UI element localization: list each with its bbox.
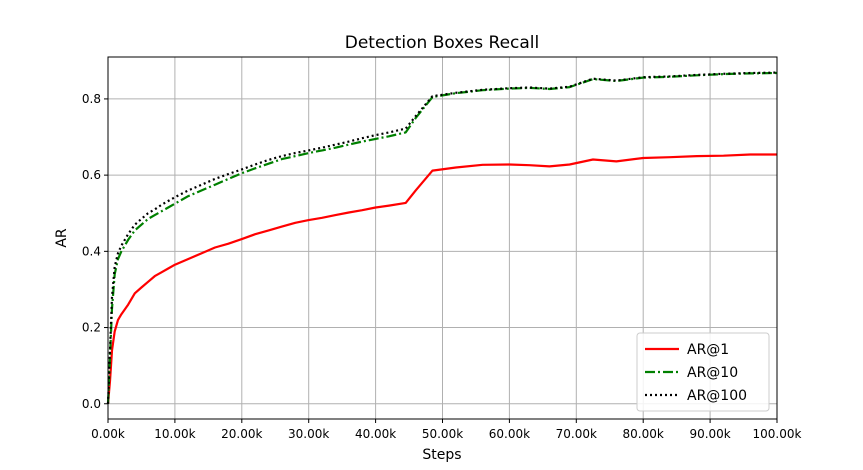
- x-tick-label: 0.00k: [91, 427, 125, 441]
- series-line-ar10: [106, 71, 778, 404]
- legend-label: AR@1: [687, 342, 729, 358]
- x-tick-label: 40.00k: [355, 427, 396, 441]
- y-tick-label: 0.2: [82, 321, 101, 335]
- x-tick-label: 10.00k: [154, 427, 195, 441]
- ticks: 0.00k 10.00k 20.00k 30.00k 40.00k 50.00k 60.00…: [82, 92, 802, 441]
- y-tick-label: 0.6: [82, 168, 101, 182]
- x-tick-label: 100.00k: [753, 427, 802, 441]
- y-tick-label: 0.4: [82, 244, 101, 258]
- x-tick-label: 20.00k: [221, 427, 262, 441]
- y-tick-label: 0.0: [82, 397, 101, 411]
- legend: AR@1 AR@10 AR@100: [636, 332, 770, 412]
- x-tick-label: 50.00k: [422, 427, 463, 441]
- legend-label: AR@100: [687, 388, 747, 404]
- series-line-ar1: [106, 153, 777, 404]
- legend-box: [636, 332, 770, 412]
- y-axis-title: AR: [54, 228, 70, 248]
- x-tick-label: 60.00k: [489, 427, 530, 441]
- x-tick-label: 70.00k: [556, 427, 597, 441]
- series-line-ar100: [106, 71, 778, 404]
- x-tick-label: 80.00k: [623, 427, 664, 441]
- x-axis-title: Steps: [422, 447, 461, 463]
- x-tick-label: 30.00k: [288, 427, 329, 441]
- x-tick-label: 90.00k: [689, 427, 730, 441]
- chart-title: Detection Boxes Recall: [345, 33, 540, 53]
- y-tick-label: 0.8: [82, 92, 101, 106]
- series-layer: [106, 71, 778, 404]
- legend-label: AR@10: [687, 365, 738, 381]
